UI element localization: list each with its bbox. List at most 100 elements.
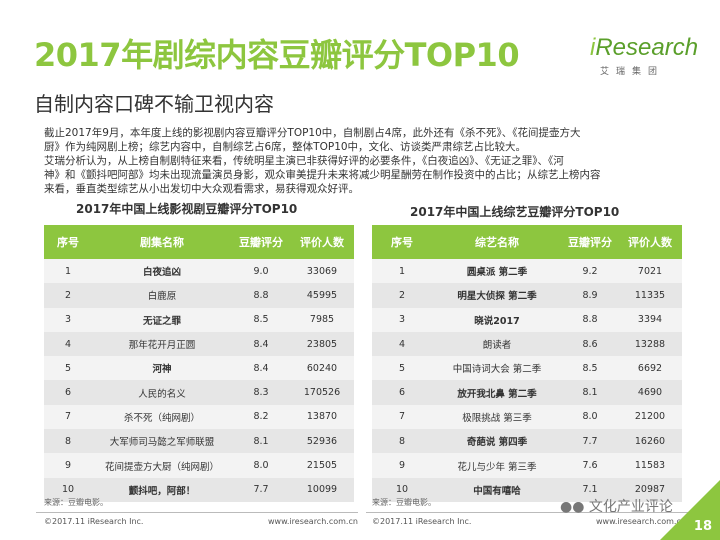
score-cell: 7.7 (232, 477, 290, 502)
table-row: 8 大军师司马懿之军师联盟 8.1 52936 (44, 429, 354, 454)
score-cell: 8.0 (562, 404, 618, 430)
count-cell: 11583 (618, 453, 682, 478)
col-header: 豆瓣评分 (232, 225, 290, 259)
count-cell: 33069 (290, 259, 354, 284)
page-corner (660, 480, 720, 540)
col-header: 评价人数 (618, 225, 682, 259)
name-cell: 白夜追凶 (92, 259, 232, 284)
name-cell: 花儿与少年 第三季 (432, 453, 562, 478)
footer-url: www.iresearch.com.cn (596, 517, 686, 526)
logo-cn: 艾瑞集团 (600, 67, 665, 77)
table-row: 6 人民的名义 8.3 170526 (44, 380, 354, 405)
name-cell: 中国诗词大会 第二季 (432, 356, 562, 381)
footer-url: www.iresearch.com.cn (268, 517, 358, 526)
score-cell: 8.6 (562, 331, 618, 357)
score-cell: 7.7 (562, 429, 618, 454)
rank-cell: 2 (44, 283, 92, 308)
count-cell: 7021 (618, 259, 682, 284)
table-row: 6 放开我北鼻 第二季 8.1 4690 (372, 380, 682, 405)
score-cell: 8.1 (232, 429, 290, 454)
table-row: 1 圆桌派 第二季 9.2 7021 (372, 259, 682, 284)
footer-divider (36, 512, 358, 513)
iresearch-logo: iResearch 艾瑞集团 (590, 34, 699, 78)
page-title: 2017年剧综内容豆瓣评分TOP10 (34, 36, 520, 74)
table-header-row: 序号 剧集名称 豆瓣评分 评价人数 (44, 225, 354, 259)
count-cell: 23805 (290, 331, 354, 357)
name-cell: 颤抖吧，阿部！ (92, 477, 232, 502)
wechat-icon: ●● (560, 499, 589, 515)
score-cell: 8.8 (232, 283, 290, 308)
count-cell: 7985 (290, 307, 354, 332)
count-cell: 6692 (618, 356, 682, 381)
rank-cell: 7 (44, 404, 92, 430)
score-cell: 8.0 (232, 453, 290, 478)
rank-cell: 3 (372, 307, 432, 332)
name-cell: 杀不死（纯网剧） (92, 404, 232, 430)
rank-cell: 7 (372, 404, 432, 430)
footer-copyright: ©2017.11 iResearch Inc. (372, 517, 472, 526)
rank-cell: 5 (372, 356, 432, 381)
rank-cell: 8 (44, 429, 92, 454)
rank-cell: 10 (44, 477, 92, 502)
variety-source: 来源：豆瓣电影。 (372, 498, 436, 507)
name-cell: 明星大侦探 第二季 (432, 283, 562, 308)
intro-text: 截止2017年9月，本年度上线的影视剧内容豆瓣评分TOP10中，自制剧占4席，此… (44, 127, 601, 195)
rank-cell: 1 (44, 259, 92, 284)
table-row: 3 无证之罪 8.5 7985 (44, 307, 354, 332)
rank-cell: 6 (44, 380, 92, 405)
score-cell: 8.3 (232, 380, 290, 405)
rank-cell: 9 (44, 453, 92, 478)
score-cell: 8.2 (232, 404, 290, 430)
name-cell: 那年花开月正圆 (92, 331, 232, 357)
score-cell: 8.5 (562, 356, 618, 381)
drama-table: 序号 剧集名称 豆瓣评分 评价人数 1 白夜追凶 9.0 33069 2 白鹿原 8.8 45… (44, 225, 354, 502)
count-cell: 170526 (290, 380, 354, 405)
footer-divider (366, 512, 688, 513)
rank-cell: 2 (372, 283, 432, 308)
footer-copyright: ©2017.11 iResearch Inc. (44, 517, 144, 526)
score-cell: 8.4 (232, 331, 290, 357)
name-cell: 晓说2017 (432, 307, 562, 332)
count-cell: 4690 (618, 380, 682, 405)
rank-cell: 8 (372, 429, 432, 454)
table-row: 7 极限挑战 第三季 8.0 21200 (372, 404, 682, 430)
count-cell: 60240 (290, 356, 354, 381)
score-cell: 8.9 (562, 283, 618, 308)
count-cell: 3394 (618, 307, 682, 332)
variety-table-title: 2017年中国上线综艺豆瓣评分TOP10 (410, 205, 620, 219)
table-row: 2 白鹿原 8.8 45995 (44, 283, 354, 308)
col-header: 综艺名称 (432, 225, 562, 259)
score-cell: 9.2 (562, 259, 618, 284)
name-cell: 中国有嘻哈 (432, 477, 562, 502)
rank-cell: 4 (44, 331, 92, 357)
score-cell: 8.1 (562, 380, 618, 405)
table-row: 4 那年花开月正圆 8.4 23805 (44, 331, 354, 357)
count-cell: 21200 (618, 404, 682, 430)
rank-cell: 10 (372, 477, 432, 502)
name-cell: 人民的名义 (92, 380, 232, 405)
col-header: 评价人数 (290, 225, 354, 259)
col-header: 豆瓣评分 (562, 225, 618, 259)
table-header-row: 序号 综艺名称 豆瓣评分 评价人数 (372, 225, 682, 259)
rank-cell: 1 (372, 259, 432, 284)
name-cell: 大军师司马懿之军师联盟 (92, 429, 232, 454)
score-cell: 9.0 (232, 259, 290, 284)
page-subtitle: 自制内容口碑不输卫视内容 (34, 92, 274, 116)
table-row: 9 花儿与少年 第三季 7.6 11583 (372, 453, 682, 478)
name-cell: 花间提壶方大厨（纯网剧） (92, 453, 232, 478)
rank-cell: 3 (44, 307, 92, 332)
drama-table-title: 2017年中国上线影视剧豆瓣评分TOP10 (76, 202, 298, 216)
col-header: 剧集名称 (92, 225, 232, 259)
count-cell: 11335 (618, 283, 682, 308)
count-cell: 13870 (290, 404, 354, 430)
table-row: 4 朗读者 8.6 13288 (372, 331, 682, 357)
table-row: 1 白夜追凶 9.0 33069 (44, 259, 354, 284)
col-header: 序号 (44, 225, 92, 259)
count-cell: 13288 (618, 331, 682, 357)
table-row: 5 河神 8.4 60240 (44, 356, 354, 381)
name-cell: 朗读者 (432, 331, 562, 357)
name-cell: 极限挑战 第三季 (432, 404, 562, 430)
col-header: 序号 (372, 225, 432, 259)
name-cell: 无证之罪 (92, 307, 232, 332)
score-cell: 7.6 (562, 453, 618, 478)
